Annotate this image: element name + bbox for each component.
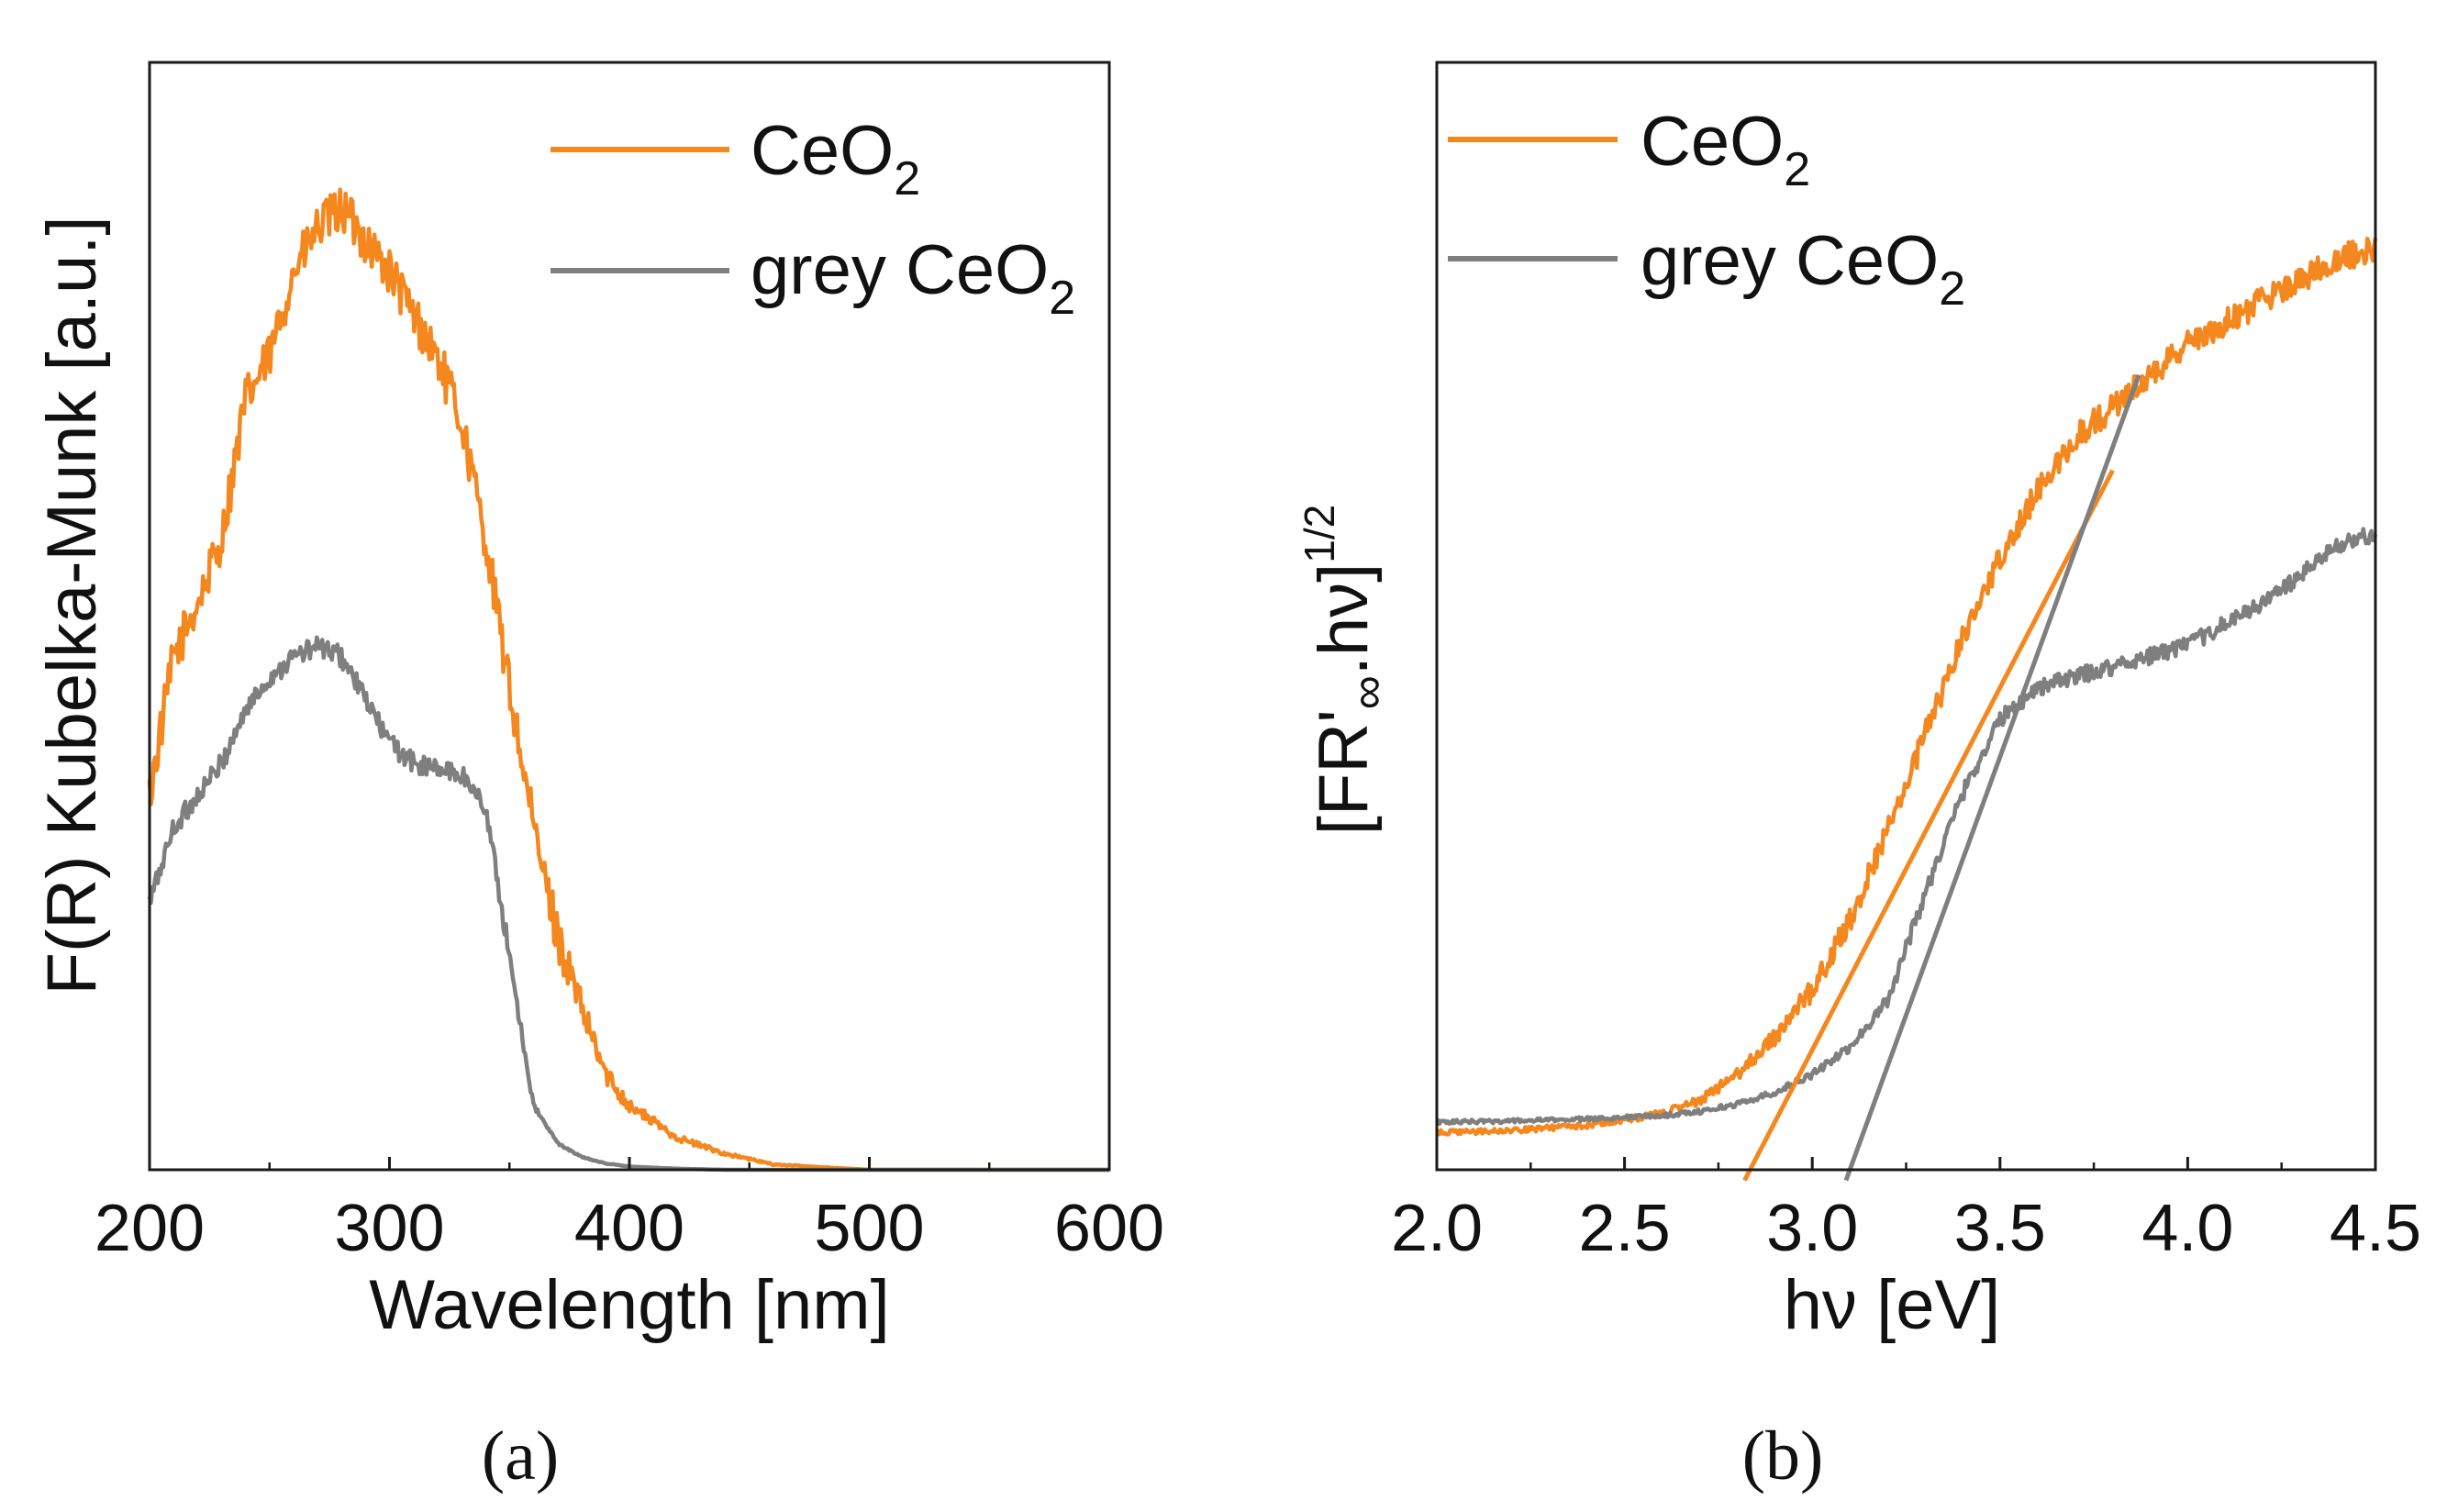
panel-b-legend-label-ceo2: CeO2 [1641,103,1810,196]
panel-a-x-tick-label: 400 [574,1192,684,1265]
panel-b-tangent-line-2 [1843,373,2141,1182]
panel-b-x-tick-label: 4.0 [2141,1192,2233,1265]
panel-b-chart: 2.0 2.5 3.0 3.5 4.0 4.5 hν [eV] [FR'∞.hν]1/2 … [1296,61,2421,1495]
panel-a-x-tick-label: 200 [95,1192,205,1265]
panel-b-y-axis-label: [FR'∞.hν]1/2 [1296,505,1395,835]
panel-b-series-grey-ceo2 [1435,527,2378,1127]
panel-b-x-tick-label: 4.5 [2330,1192,2421,1265]
panel-b-caption: (b) [1742,1418,1824,1495]
panel-b-x-tick-label: 2.0 [1391,1192,1483,1265]
panel-a-legend-label-ceo2: CeO2 [751,112,920,206]
panel-b-x-axis-label: hν [eV] [1784,1266,2001,1344]
panel-a-y-axis-label: F(R) Kubelka-Munk [a.u.] [33,217,111,995]
panel-b-x-tick-label: 3.5 [1954,1192,2046,1265]
panel-a-x-axis-label: Wavelength [nm] [369,1266,889,1344]
panel-a-chart: 200 300 400 500 600 Wavelength [nm] F(R) Kub… [33,61,1164,1495]
panel-b-tangent-line-1 [1742,469,2115,1182]
panel-b-x-tick-label: 2.5 [1579,1192,1671,1265]
panel-a-x-tick-label: 500 [814,1192,924,1265]
panel-a-x-tick-label: 300 [334,1192,444,1265]
panel-b-x-tick-label: 3.0 [1766,1192,1858,1265]
panel-b-series-ceo2 [1435,236,2378,1137]
panel-b-legend: CeO2 grey CeO2 [1448,103,1965,316]
panel-a-legend-label-grey-ceo2: grey CeO2 [751,231,1075,325]
panel-a-legend: CeO2 grey CeO2 [551,112,1075,325]
panel-a-x-tick-label: 600 [1054,1192,1164,1265]
panel-a-caption: (a) [482,1418,559,1495]
panel-b-legend-label-grey-ceo2: grey CeO2 [1641,222,1965,316]
